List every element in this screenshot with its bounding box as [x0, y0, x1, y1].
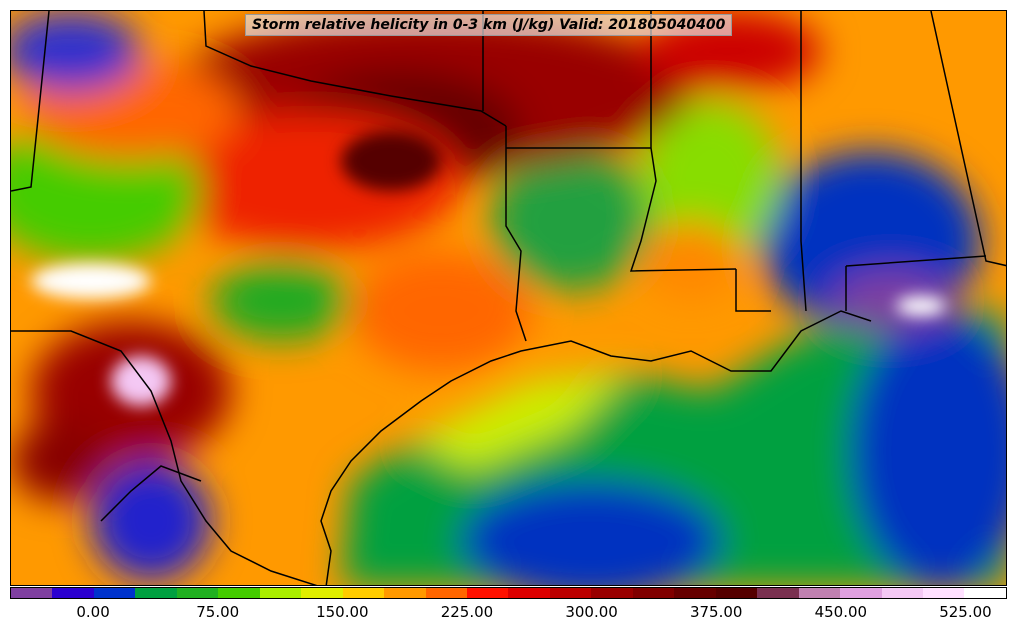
colorbar-swatch [176, 588, 219, 598]
colorbar-tick-labels: 0.00 75.00 150.00 225.00 300.00 375.00 450.00 5… [10, 603, 1007, 625]
colorbar-swatch [466, 588, 509, 598]
colorbar-tick-label: 300.00 [565, 603, 618, 621]
colorbar-swatch [93, 588, 136, 598]
colorbar-swatch [301, 588, 343, 598]
colorbar-swatch [549, 588, 592, 598]
colorbar-swatch [715, 588, 758, 598]
colorbar-swatch [922, 588, 965, 598]
colorbar-swatch [757, 588, 799, 598]
colorbar-swatch [591, 588, 633, 598]
colorbar-swatch [508, 588, 550, 598]
field-detail [31, 131, 946, 406]
map-canvas [11, 11, 1006, 585]
colorbar-tick-label: 525.00 [939, 603, 992, 621]
colorbar-swatch [425, 588, 467, 598]
colorbar-swatch [218, 588, 260, 598]
colorbar-tick-label: 450.00 [814, 603, 868, 621]
colorbar-swatch [11, 588, 53, 598]
colorbar-swatch [259, 588, 302, 598]
colorbar-swatch [52, 588, 94, 598]
colorbar-swatch [632, 588, 675, 598]
colorbar-tick-label: 375.00 [689, 603, 743, 621]
colorbar-swatch [135, 588, 177, 598]
colorbar-tick-label: 75.00 [196, 603, 240, 621]
field-smooth [11, 11, 1006, 585]
colorbar-tick-label: 0.00 [76, 603, 110, 621]
colorbar-swatch [384, 588, 426, 598]
map-title: Storm relative helicity in 0-3 km (J/kg)… [245, 14, 733, 36]
colorbar-swatch [342, 588, 385, 598]
colorbar-swatch [674, 588, 716, 598]
colorbar-swatch [964, 588, 1006, 598]
colorbar [10, 587, 1007, 599]
colorbar-tick-label: 150.00 [316, 603, 369, 621]
colorbar-tick-label: 225.00 [440, 603, 494, 621]
colorbar-swatch [840, 588, 882, 598]
colorbar-swatch [881, 588, 923, 598]
colorbar-swatch [798, 588, 841, 598]
boundaries [11, 11, 1006, 585]
helicity-map [10, 10, 1007, 586]
